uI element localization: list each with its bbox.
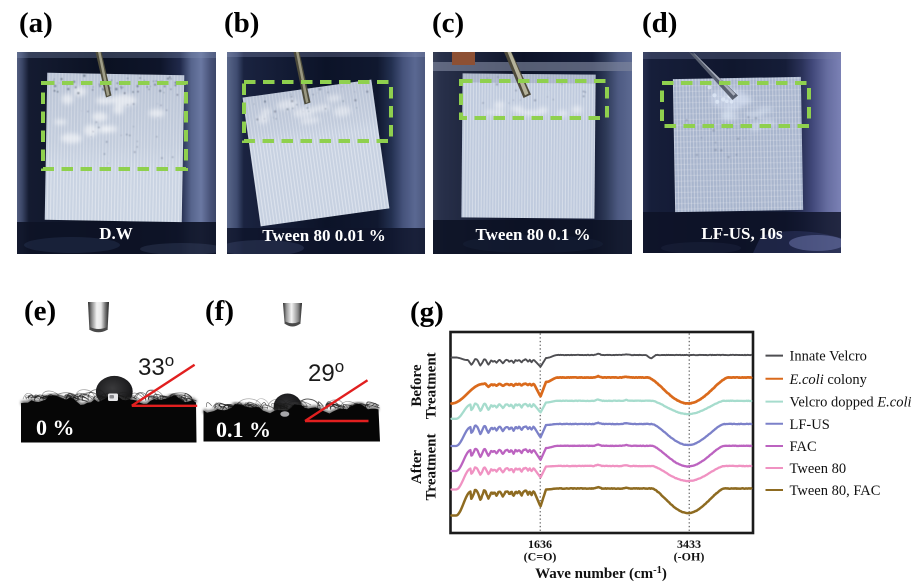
- svg-text:Before: Before: [409, 364, 425, 407]
- svg-text:Treatment: Treatment: [423, 434, 439, 501]
- svg-text:Tween 80, FAC: Tween 80, FAC: [790, 483, 881, 499]
- svg-text:Tween 80 0.01 %: Tween 80 0.01 %: [262, 226, 385, 245]
- svg-text:Tween 80: Tween 80: [790, 461, 847, 477]
- svg-text:After: After: [409, 450, 425, 484]
- svg-text:29o: 29o: [308, 357, 344, 388]
- svg-text:FAC: FAC: [790, 439, 817, 455]
- svg-text:Treatment: Treatment: [423, 352, 439, 419]
- svg-text:1636: 1636: [528, 537, 552, 551]
- svg-text:D.W: D.W: [99, 224, 133, 243]
- svg-text:Innate Velcro: Innate Velcro: [790, 349, 867, 365]
- svg-text:E.coli colony: E.coli colony: [789, 372, 868, 388]
- svg-text:3433: 3433: [677, 537, 701, 551]
- svg-text:Velcro dopped E.coli: Velcro dopped E.coli: [790, 395, 912, 411]
- svg-text:(C=O): (C=O): [524, 550, 557, 564]
- svg-text:(-OH): (-OH): [674, 550, 705, 564]
- svg-text:Wave number (cm-1): Wave number (cm-1): [535, 565, 667, 583]
- svg-text:LF-US: LF-US: [790, 417, 830, 433]
- svg-text:Tween 80 0.1 %: Tween 80 0.1 %: [476, 225, 591, 244]
- svg-text:0 %: 0 %: [36, 415, 75, 440]
- svg-text:33o: 33o: [138, 351, 174, 382]
- svg-text:LF-US, 10s: LF-US, 10s: [701, 224, 783, 243]
- svg-text:0.1 %: 0.1 %: [216, 417, 271, 442]
